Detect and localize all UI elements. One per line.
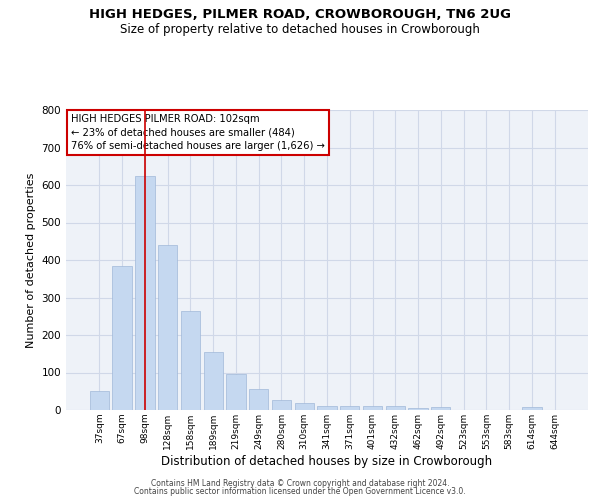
Bar <box>409 408 428 410</box>
Bar <box>203 352 223 410</box>
Bar <box>226 374 245 410</box>
Bar <box>181 310 200 410</box>
Bar <box>522 407 542 410</box>
Bar <box>249 390 268 410</box>
Bar <box>386 406 405 410</box>
Bar <box>340 406 359 410</box>
Bar <box>363 406 382 410</box>
Bar <box>272 400 291 410</box>
Text: Size of property relative to detached houses in Crowborough: Size of property relative to detached ho… <box>120 22 480 36</box>
Bar <box>317 406 337 410</box>
Bar <box>431 407 451 410</box>
Text: Contains HM Land Registry data © Crown copyright and database right 2024.: Contains HM Land Registry data © Crown c… <box>151 478 449 488</box>
Bar <box>158 245 178 410</box>
Text: HIGH HEDGES PILMER ROAD: 102sqm
← 23% of detached houses are smaller (484)
76% o: HIGH HEDGES PILMER ROAD: 102sqm ← 23% of… <box>71 114 325 151</box>
Text: HIGH HEDGES, PILMER ROAD, CROWBOROUGH, TN6 2UG: HIGH HEDGES, PILMER ROAD, CROWBOROUGH, T… <box>89 8 511 20</box>
X-axis label: Distribution of detached houses by size in Crowborough: Distribution of detached houses by size … <box>161 454 493 468</box>
Bar <box>112 266 132 410</box>
Bar <box>295 403 314 410</box>
Text: Contains public sector information licensed under the Open Government Licence v3: Contains public sector information licen… <box>134 487 466 496</box>
Bar <box>90 391 109 410</box>
Y-axis label: Number of detached properties: Number of detached properties <box>26 172 36 348</box>
Bar <box>135 176 155 410</box>
